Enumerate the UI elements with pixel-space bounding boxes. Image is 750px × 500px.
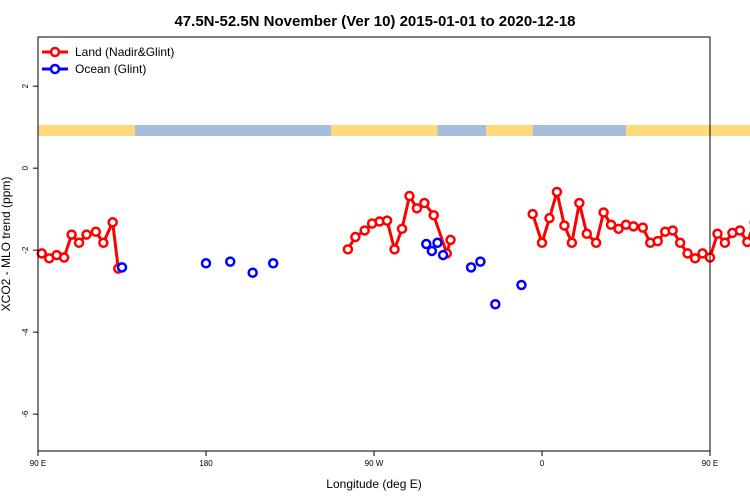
x-tick-label: 90 E: [30, 459, 46, 468]
land-data-point: [581, 228, 593, 240]
ocean-data-point: [116, 262, 128, 273]
land-data-point: [381, 215, 393, 226]
x-axis-ticks: 90 E 180 90 W 0 90 E: [30, 451, 718, 468]
land-data-point: [107, 217, 118, 228]
x-tick-label: 90 W: [365, 459, 384, 468]
land-data-point: [613, 223, 624, 235]
ocean-data-point: [516, 279, 527, 291]
land-data-point: [742, 236, 750, 248]
band-land-0: [38, 125, 136, 136]
land-data-point: [667, 225, 678, 236]
land-data-point: [445, 234, 456, 246]
land-data-point: [566, 237, 578, 249]
y-tick-label: -4: [21, 328, 30, 336]
land-data-point: [350, 231, 361, 243]
ocean-data-point: [475, 256, 486, 267]
band-land-2: [486, 125, 533, 136]
ocean-data-point: [437, 249, 449, 261]
ocean-data-point: [200, 258, 212, 269]
x-tick-label: 90 E: [702, 459, 718, 468]
land-data-point: [389, 244, 400, 255]
land-data-point: [90, 226, 102, 237]
land-data-point: [574, 197, 585, 209]
ocean-data-point: [426, 245, 438, 257]
land-data-point: [411, 203, 423, 214]
y-axis-ticks: 2 0 -2 -4 -6: [21, 83, 38, 418]
land-data-point: [590, 237, 602, 249]
land-data-point: [637, 222, 649, 233]
land-data-point: [652, 235, 663, 247]
land-data-point: [359, 225, 370, 236]
x-tick-label: 180: [199, 459, 213, 468]
land-data-point: [682, 248, 693, 259]
y-tick-label: -2: [21, 246, 30, 254]
y-tick-label: 2: [21, 83, 30, 88]
land-data-point: [689, 253, 701, 264]
land-data-point: [719, 237, 731, 249]
land-data-point: [628, 221, 639, 232]
land-data-point: [712, 228, 723, 240]
legend-marker-land: [49, 46, 61, 58]
ocean-data-point: [225, 256, 236, 267]
land-data-point: [605, 219, 617, 230]
land-data-point: [81, 229, 92, 240]
y-axis-label: XCO2 - MLO trend (ppm): [0, 177, 13, 312]
land-data-point: [98, 237, 109, 249]
ocean-data-point: [247, 267, 258, 278]
x-axis-label: Longitude (deg E): [326, 477, 421, 491]
x-tick-label: 0: [540, 459, 545, 468]
land-data-point: [544, 212, 555, 224]
series-layer: [36, 186, 750, 310]
land-data-point: [551, 186, 563, 198]
land-data-point: [396, 223, 408, 235]
chart-title: 47.5N-52.5N November (Ver 10) 2015-01-01…: [174, 13, 575, 30]
land-data-point: [734, 225, 746, 236]
land-data-point: [66, 229, 77, 240]
land-data-point: [342, 244, 354, 255]
land-data-point: [419, 197, 430, 209]
land-data-point: [58, 252, 70, 263]
ocean-data-point: [421, 238, 432, 250]
land-ocean-band: [38, 125, 750, 136]
land-data-point: [674, 237, 686, 249]
land-data-point: [697, 248, 708, 259]
land-data-point: [73, 237, 85, 249]
y-tick-label: -6: [21, 410, 30, 418]
land-data-point: [404, 190, 415, 202]
land-data-point: [598, 207, 609, 218]
ocean-data-point: [490, 299, 501, 310]
land-data-point: [559, 220, 570, 231]
band-land-3: [626, 125, 750, 136]
land-data-point: [428, 210, 439, 221]
land-data-point: [536, 237, 548, 249]
land-data-point: [527, 208, 538, 220]
ocean-data-point: [267, 258, 279, 269]
ocean-data-point: [465, 262, 477, 273]
band-land-1: [331, 125, 438, 136]
legend: Land (Nadir&Glint) Ocean (Glint): [42, 45, 174, 76]
y-tick-label: 0: [21, 165, 30, 170]
legend-label-land: Land (Nadir&Glint): [75, 45, 174, 59]
legend-marker-ocean: [49, 63, 61, 75]
ocean-data-point: [432, 237, 443, 249]
legend-label-ocean: Ocean (Glint): [75, 62, 146, 76]
